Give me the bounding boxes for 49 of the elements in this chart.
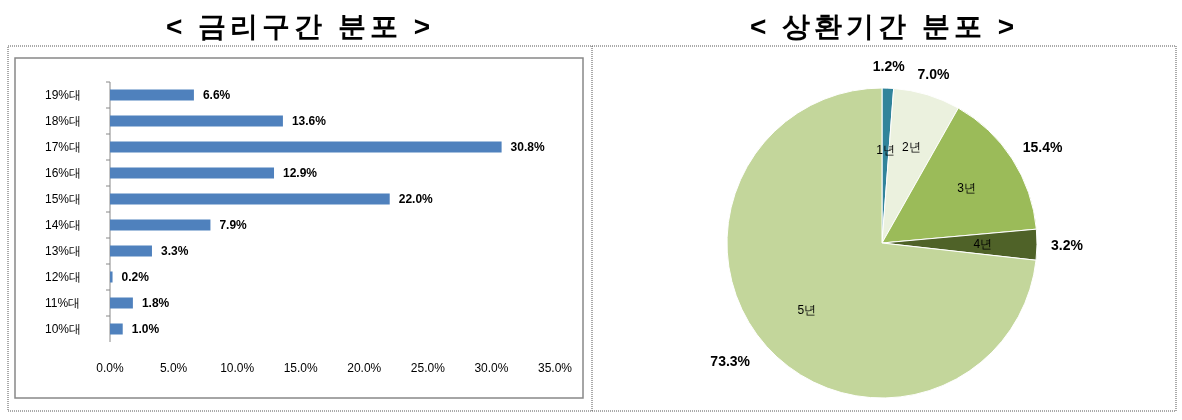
y-tick-label: 11%대 <box>45 296 81 310</box>
chart-title: < 금리구간 분포 > <box>165 11 435 42</box>
chart-title: < 상환기간 분포 > <box>749 11 1019 42</box>
data-label: 30.8% <box>510 140 545 154</box>
y-tick-label: 17%대 <box>45 140 82 154</box>
y-tick-label: 19%대 <box>45 88 82 102</box>
x-tick-label: 10.0% <box>220 361 255 375</box>
bar <box>110 297 133 309</box>
bar <box>110 271 113 283</box>
data-label: 0.2% <box>121 270 150 284</box>
data-label: 13.6% <box>291 114 327 128</box>
data-label: 1.0% <box>131 322 160 336</box>
bar <box>110 115 283 127</box>
x-tick-label: 15.0% <box>283 361 319 375</box>
data-label: 12.9% <box>283 166 318 180</box>
y-tick-label: 12%대 <box>45 270 82 284</box>
data-label: 7.9% <box>219 218 248 232</box>
x-tick-label: 25.0% <box>410 361 446 375</box>
x-tick-label: 35.0% <box>537 361 573 375</box>
y-tick-label: 15%대 <box>45 192 82 206</box>
slice-label: 2년 <box>901 139 921 154</box>
y-tick-label: 16%대 <box>45 166 82 180</box>
bar <box>110 219 211 231</box>
x-tick-label: 30.0% <box>474 361 509 375</box>
slice-label: 4년 <box>973 237 993 252</box>
y-tick-label: 10%대 <box>45 322 82 336</box>
bar <box>110 245 152 257</box>
y-tick-label: 13%대 <box>45 244 82 258</box>
slice-label: 3년 <box>957 181 977 196</box>
data-label: 3.3% <box>160 244 189 258</box>
slice-label: 5년 <box>797 303 817 318</box>
data-label: 6.6% <box>202 88 231 102</box>
data-label: 73.3% <box>710 353 751 369</box>
data-label: 1.8% <box>141 296 170 310</box>
data-label: 7.0% <box>917 65 950 82</box>
y-tick-label: 14%대 <box>45 218 82 232</box>
data-label: 3.2% <box>1050 236 1084 253</box>
data-label: 22.0% <box>398 192 434 206</box>
bar <box>110 167 275 179</box>
bar <box>110 323 123 335</box>
bar <box>110 89 194 101</box>
x-tick-label: 0.0% <box>96 361 124 375</box>
bar <box>110 193 390 205</box>
data-label: 1.2% <box>872 58 906 75</box>
x-tick-label: 5.0% <box>159 361 188 375</box>
y-tick-label: 18%대 <box>45 114 82 128</box>
x-tick-label: 20.0% <box>347 361 382 375</box>
bar <box>110 141 502 153</box>
data-label: 15.4% <box>1022 139 1063 156</box>
